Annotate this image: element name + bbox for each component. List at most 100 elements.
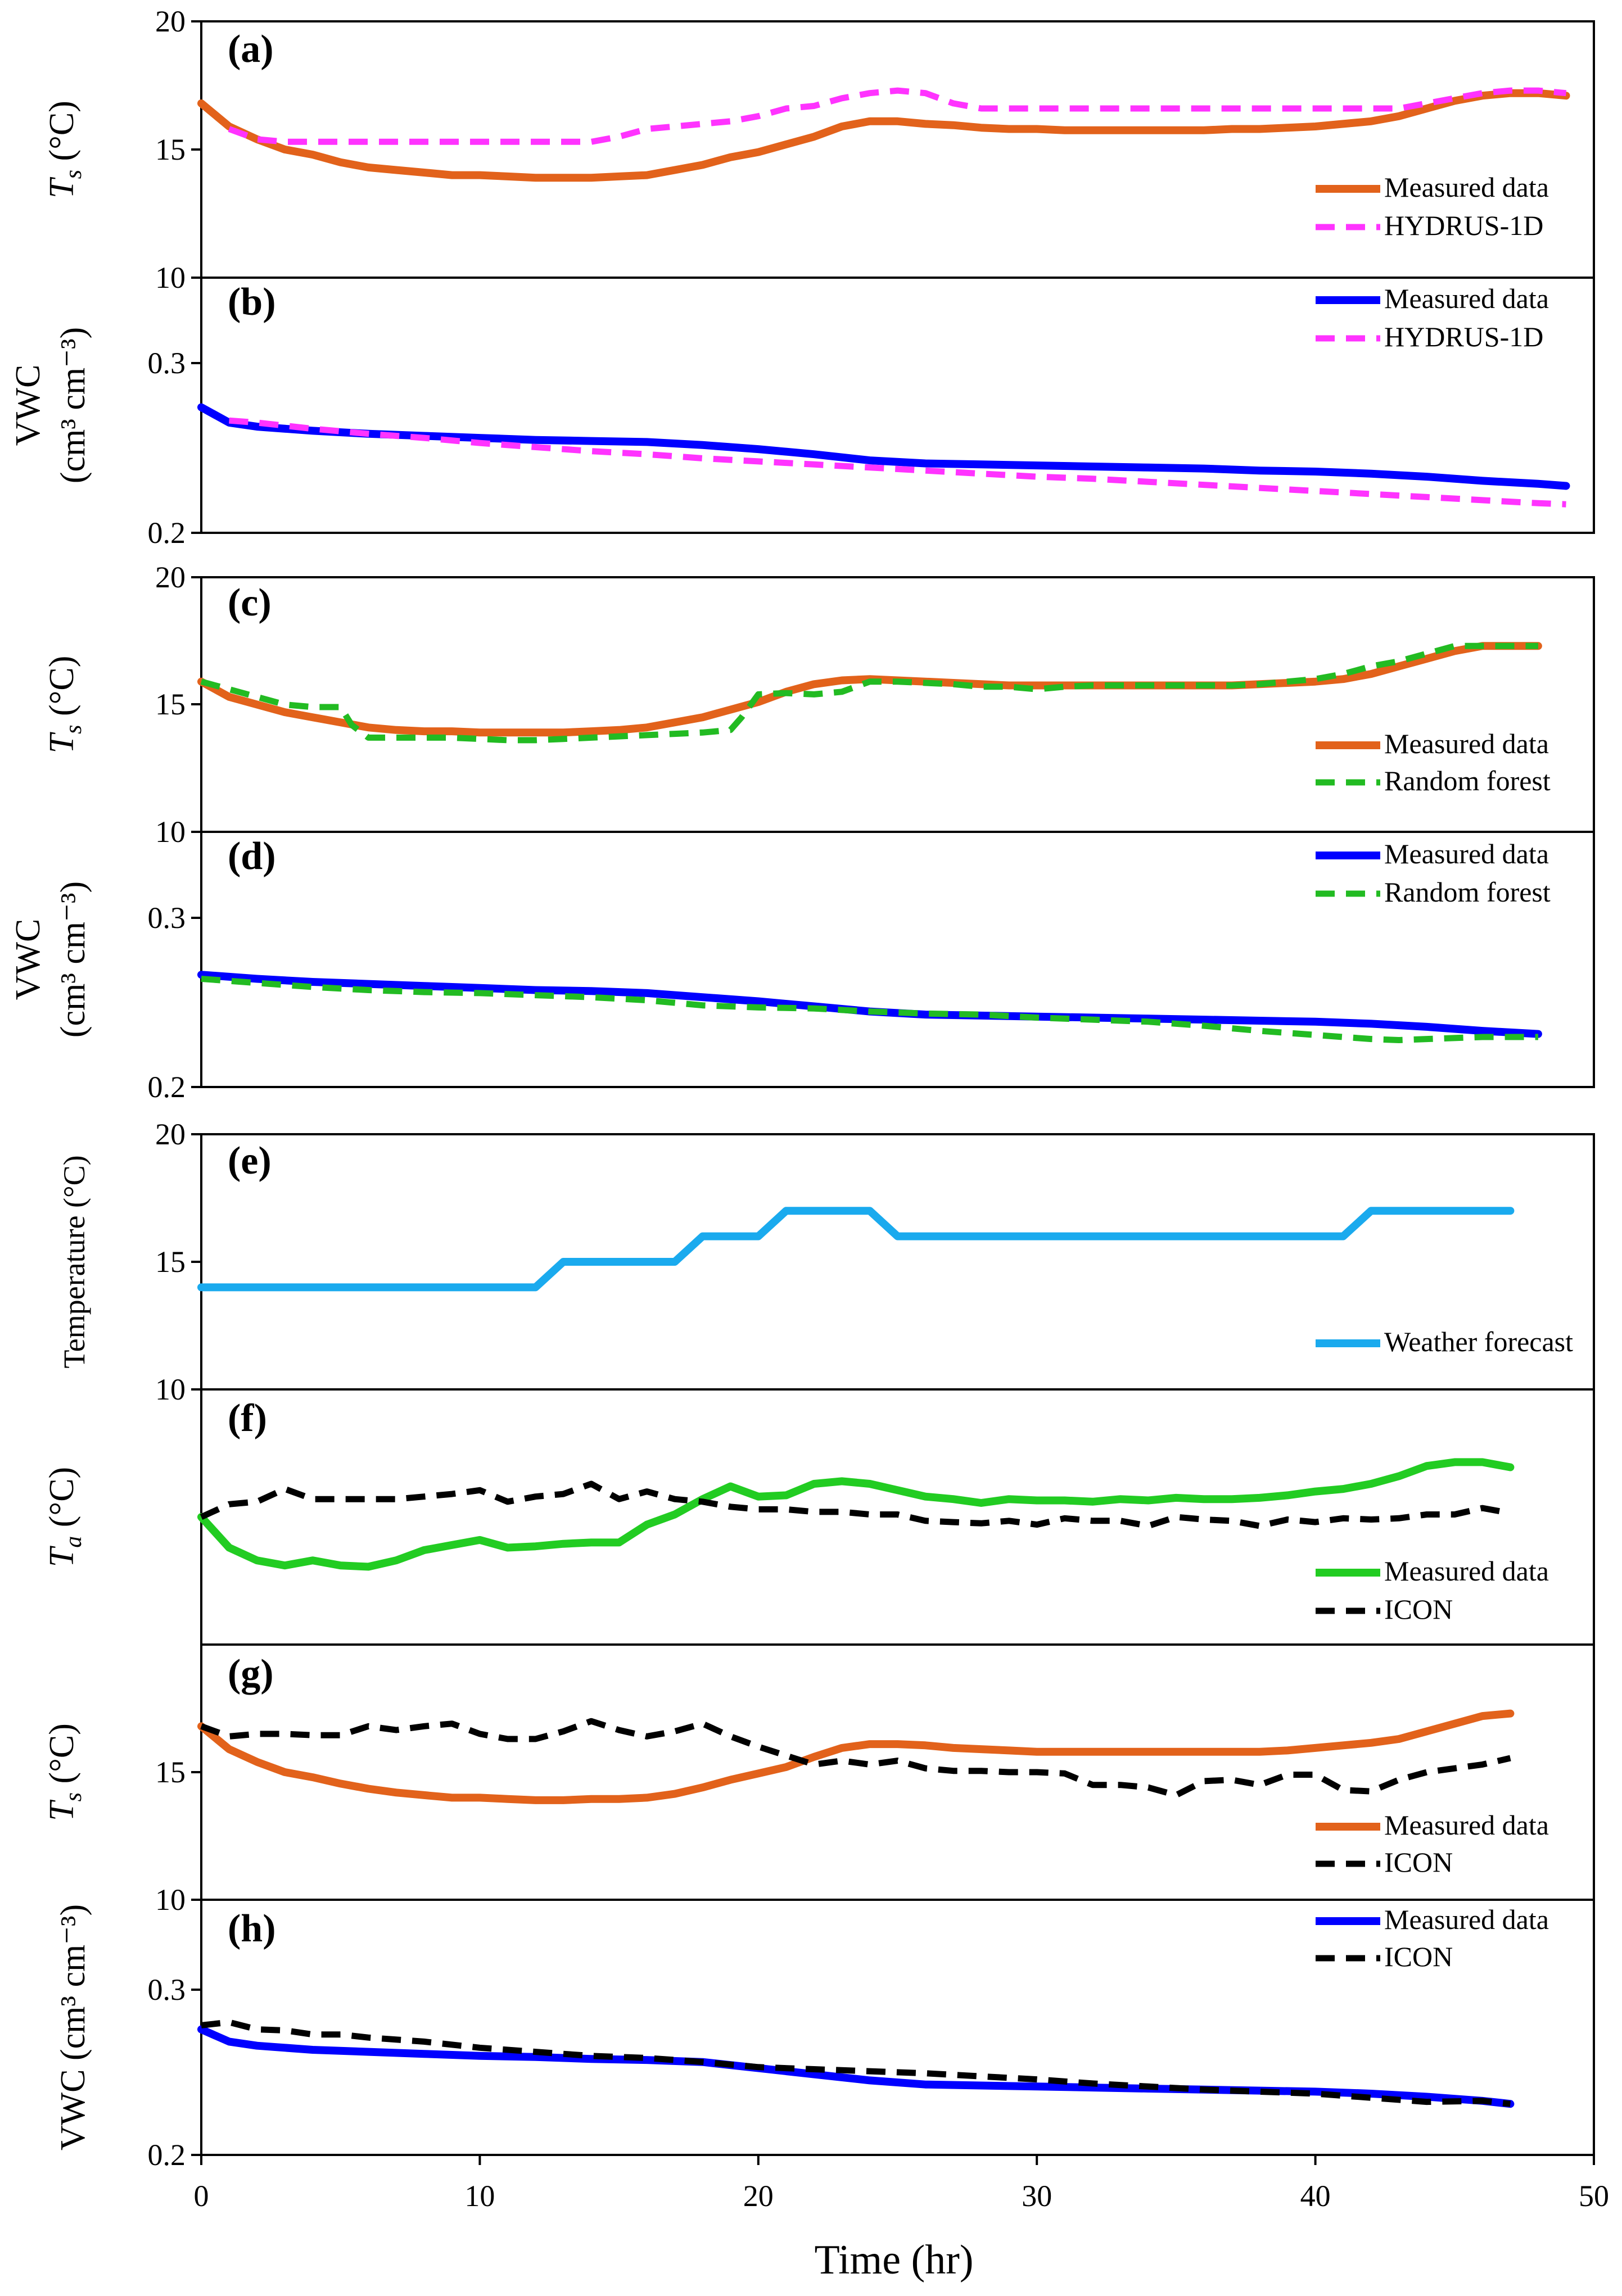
panel-e: 20 15 10 Temperature (°C) (e) Weather forecas…	[57, 1117, 1595, 1406]
panel-g-ytick-label: 15	[155, 1755, 186, 1789]
x-tick-label: 50	[1579, 2179, 1609, 2213]
ylabel-subscript: a	[61, 1536, 87, 1548]
x-tick-label: 40	[1300, 2179, 1331, 2213]
panel-g-legend-entry: ICON	[1316, 1846, 1453, 1878]
panel-f: Ta (°C) (f) Measured data ICON	[43, 1388, 1595, 1646]
panel-c: 20 15 10 Ts (°C) (c) Measured data Random fore…	[43, 560, 1595, 849]
legend-label: ICON	[1384, 1846, 1453, 1878]
panel-b: 0.3 0.2 VWC (cm³ cm⁻³) (b) Measured data HYDRU…	[9, 277, 1595, 550]
x-axis-title: Time (hr)	[815, 2237, 974, 2283]
legend-label: Measured data	[1384, 1809, 1549, 1841]
panel-c-label: (c)	[228, 581, 272, 624]
panel-d-series-measured-data	[197, 971, 1542, 1038]
panel-b-ytick-label: 0.3	[148, 346, 186, 380]
legend-label: Measured data	[1384, 838, 1549, 870]
panel-e-ylabel: Temperature (°C)	[57, 1155, 91, 1368]
panel-c-legend-entry: Measured data	[1316, 728, 1549, 759]
panel-h-legend-entry: ICON	[1316, 1941, 1453, 1972]
panel-a-legend-entry: Measured data	[1316, 171, 1549, 203]
panel-d-series-random-forest	[201, 976, 1538, 1043]
ylabel-subscript: s	[61, 1792, 87, 1801]
legend-label: ICON	[1384, 1593, 1453, 1625]
panel-g-label: (g)	[228, 1652, 274, 1695]
panel-f-ylabel: Ta (°C)	[43, 1467, 87, 1567]
ylabel-unit: (°C)	[43, 656, 81, 725]
legend-label: HYDRUS-1D	[1384, 210, 1543, 241]
legend-label: ICON	[1384, 1941, 1453, 1972]
panel-g-legend-entry: Measured data	[1316, 1809, 1549, 1841]
panel-c-ylabel: Ts (°C)	[43, 656, 87, 754]
panel-e-ytick-label: 15	[155, 1245, 186, 1279]
panel-a: 20 15 10 Ts (°C) (a) Measured data HYDRUS-1D	[43, 4, 1595, 295]
panel-h-frame	[200, 1899, 1595, 2156]
ylabel-symbol: T	[43, 1545, 81, 1567]
panel-c-ytick-label: 10	[155, 815, 186, 849]
panel-d-ylabel-line2: (cm³ cm⁻³)	[54, 881, 92, 1038]
ylabel-subscript: s	[61, 170, 87, 179]
panel-e-legend-entry: Weather forecast	[1316, 1326, 1573, 1357]
panel-a-series-hydrus-1d	[228, 87, 1567, 145]
panel-f-series-measured-data	[197, 1458, 1515, 1571]
panel-b-series-measured-data	[197, 403, 1570, 490]
panel-h-ylabel: VWC (cm³ cm⁻³)	[54, 1904, 92, 2150]
panel-h-ytick-label: 0.3	[148, 1973, 186, 2007]
panel-d-ytick-label: 0.3	[148, 901, 186, 935]
ylabel-unit: (°C)	[43, 1723, 81, 1792]
panel-b-ytick-label: 0.2	[148, 516, 186, 550]
panel-g-series-icon	[200, 1718, 1511, 1799]
legend-label: HYDRUS-1D	[1384, 321, 1543, 352]
legend-label: Measured data	[1384, 728, 1549, 759]
panel-h-series-icon	[201, 2019, 1511, 2107]
panel-a-series-measured-data	[197, 89, 1570, 182]
legend-label: Random forest	[1384, 876, 1551, 908]
panel-a-ytick-label: 20	[155, 4, 186, 38]
x-tick-label: 0	[194, 2179, 209, 2213]
panel-c-series-random-forest	[200, 642, 1538, 744]
panel-b-series-hydrus-1d	[229, 417, 1566, 508]
panel-c-series-measured-data	[197, 642, 1542, 737]
panel-h: 0.3 0.2 VWC (cm³ cm⁻³) (h) Measured data ICON	[54, 1899, 1595, 2172]
ylabel-symbol: T	[43, 176, 81, 198]
shared-x-axis: 0 10 20 30 40 50	[194, 2155, 1609, 2213]
panel-f-series-icon	[200, 1480, 1511, 1529]
panel-a-ytick-label: 10	[155, 261, 186, 295]
panel-d-legend-entry: Random forest	[1316, 876, 1551, 908]
panel-e-label: (e)	[228, 1139, 272, 1183]
legend-label: Random forest	[1384, 765, 1551, 796]
panel-e-ytick-label: 20	[155, 1117, 186, 1151]
panel-g-ytick-label: 10	[155, 1883, 186, 1917]
legend-label: Measured data	[1384, 171, 1549, 203]
x-tick-label: 20	[743, 2179, 774, 2213]
legend-label: Measured data	[1384, 283, 1549, 314]
panel-g-ylabel: Ts (°C)	[43, 1723, 87, 1821]
panel-c-legend-entry: Random forest	[1316, 765, 1551, 796]
panel-g-series-measured-data	[197, 1709, 1515, 1804]
panel-d-ytick-label: 0.2	[148, 1070, 186, 1104]
panel-f-legend-entry: ICON	[1316, 1593, 1453, 1625]
panel-b-legend-entry: Measured data	[1316, 283, 1549, 314]
ylabel-subscript: s	[61, 725, 87, 734]
panel-b-legend-entry: HYDRUS-1D	[1316, 321, 1543, 352]
panel-a-legend-entry: HYDRUS-1D	[1316, 210, 1543, 241]
panel-e-ytick-label: 10	[155, 1373, 186, 1406]
x-tick-label: 30	[1022, 2179, 1052, 2213]
panel-h-label: (h)	[228, 1907, 276, 1950]
legend-label: Weather forecast	[1384, 1326, 1573, 1357]
panel-a-ylabel: Ts (°C)	[43, 101, 87, 198]
panel-h-legend-entry: Measured data	[1316, 1904, 1549, 1935]
panel-d: 0.3 0.2 VWC (cm³ cm⁻³) (d) Measured data Rando…	[9, 831, 1595, 1104]
panel-b-ylabel-line1: VWC	[9, 365, 47, 446]
panel-b-label: (b)	[228, 280, 276, 324]
panel-d-frame	[200, 831, 1595, 1088]
panel-b-ylabel-line2: (cm³ cm⁻³)	[54, 327, 92, 483]
ylabel-symbol: T	[43, 731, 81, 753]
legend-label: Measured data	[1384, 1904, 1549, 1935]
panel-a-label: (a)	[228, 28, 274, 71]
panel-f-label: (f)	[228, 1397, 267, 1440]
panel-a-ytick-label: 15	[155, 133, 186, 166]
legend-label: Measured data	[1384, 1555, 1549, 1587]
panel-d-label: (d)	[228, 835, 276, 878]
panel-c-ytick-label: 15	[155, 687, 186, 721]
